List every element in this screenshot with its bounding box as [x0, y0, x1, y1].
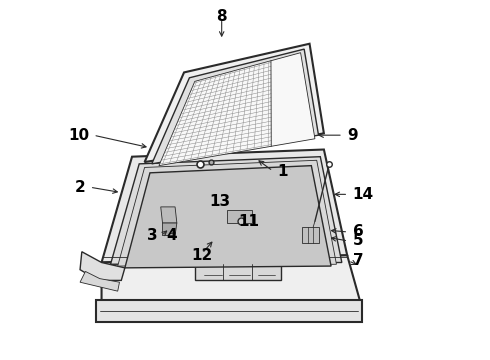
- Text: 1: 1: [277, 163, 288, 179]
- Text: 3: 3: [147, 228, 157, 243]
- Polygon shape: [96, 300, 362, 321]
- Polygon shape: [152, 49, 318, 164]
- Polygon shape: [195, 264, 281, 280]
- Polygon shape: [111, 157, 342, 264]
- Polygon shape: [101, 149, 347, 262]
- Text: 9: 9: [347, 128, 358, 143]
- Text: 2: 2: [74, 180, 85, 195]
- Text: 13: 13: [209, 194, 230, 209]
- Polygon shape: [227, 211, 252, 223]
- Text: 6: 6: [353, 225, 363, 239]
- Polygon shape: [125, 166, 331, 268]
- Text: 11: 11: [238, 214, 259, 229]
- Polygon shape: [163, 223, 177, 235]
- Polygon shape: [145, 44, 324, 162]
- Polygon shape: [118, 160, 337, 266]
- Polygon shape: [80, 252, 125, 280]
- Polygon shape: [80, 271, 120, 291]
- Text: 12: 12: [191, 248, 213, 263]
- Text: 10: 10: [68, 128, 89, 143]
- Text: 5: 5: [353, 234, 363, 248]
- Text: 7: 7: [353, 253, 363, 268]
- Polygon shape: [302, 226, 318, 243]
- Text: 4: 4: [166, 228, 177, 243]
- Text: 14: 14: [353, 187, 374, 202]
- Polygon shape: [161, 207, 177, 223]
- Polygon shape: [101, 255, 360, 300]
- Text: 8: 8: [217, 9, 227, 24]
- Polygon shape: [159, 53, 315, 166]
